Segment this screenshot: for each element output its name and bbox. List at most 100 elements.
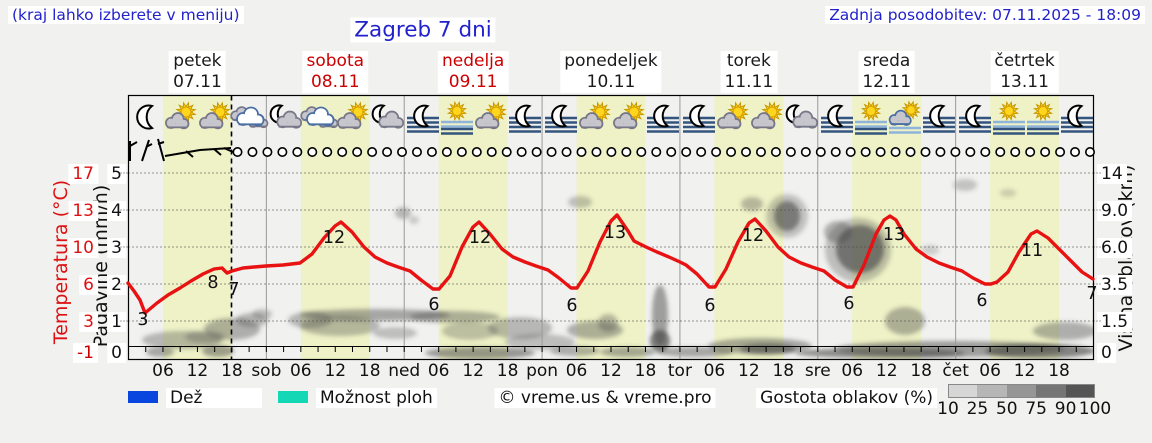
weather-icon-sun-cloud-fog bbox=[888, 100, 921, 134]
cloud-tick-label: 9.0 bbox=[1097, 201, 1133, 221]
calm-wind-icon bbox=[606, 147, 617, 158]
weather-icon-moon-fog bbox=[923, 104, 955, 133]
calm-wind-icon bbox=[845, 147, 856, 158]
calm-wind-icon bbox=[546, 147, 557, 158]
precip-tick-label: 5 bbox=[107, 164, 126, 184]
calm-wind-icon bbox=[277, 147, 288, 158]
temperature-value-label: 6 bbox=[566, 296, 577, 316]
day-abbrev-label: sob bbox=[251, 361, 282, 381]
calm-wind-icon bbox=[726, 147, 737, 158]
temperature-curve bbox=[126, 213, 1095, 315]
cloud-density-blob bbox=[885, 307, 925, 335]
calm-wind-icon bbox=[785, 147, 796, 158]
day-date: 10.11 bbox=[586, 72, 636, 92]
temp-tick-label: 10 bbox=[68, 238, 98, 258]
credit-link[interactable]: © vreme.us & vreme.pro bbox=[494, 388, 716, 408]
calm-wind-icon bbox=[456, 147, 467, 158]
precip-tick-label: 4 bbox=[107, 201, 126, 221]
weather-icon-sun-cloud bbox=[199, 101, 231, 130]
calm-wind-icon bbox=[531, 147, 542, 158]
precip-tick-label: 3 bbox=[107, 238, 126, 258]
temperature-value-label: 7 bbox=[228, 280, 239, 300]
density-tick-label: 90 bbox=[1054, 399, 1077, 419]
density-tick-label: 50 bbox=[995, 399, 1018, 419]
density-tick-label: 10 bbox=[937, 399, 959, 419]
day-name: ponedeljek bbox=[564, 51, 658, 71]
calm-wind-icon bbox=[636, 147, 647, 158]
temp-zero-tick: -1 bbox=[73, 343, 98, 363]
calm-wind-icon bbox=[860, 147, 871, 158]
calm-wind-icon bbox=[307, 147, 318, 158]
calm-wind-icon bbox=[965, 147, 976, 158]
temperature-value-label: 3 bbox=[137, 310, 148, 330]
cloud-density-blob bbox=[395, 207, 411, 219]
calm-wind-icon bbox=[441, 147, 452, 158]
cloud-density-blob bbox=[652, 285, 668, 345]
calm-wind-icon bbox=[980, 147, 991, 158]
calm-wind-icon bbox=[666, 147, 677, 158]
weather-icon-moon-fog bbox=[509, 104, 541, 133]
hour-label: 12 bbox=[324, 361, 347, 381]
cloud-density-blob bbox=[550, 346, 600, 356]
temp-tick-label: 3 bbox=[79, 312, 98, 332]
cloud-zero-tick: 0 bbox=[1097, 343, 1116, 363]
calm-wind-icon bbox=[232, 147, 243, 158]
density-scale-segment bbox=[977, 384, 1007, 398]
calm-wind-icon bbox=[830, 147, 841, 158]
density-tick-label: 100 bbox=[1078, 399, 1112, 419]
calm-wind-icon bbox=[292, 147, 303, 158]
hour-label: 18 bbox=[910, 361, 932, 381]
cloud-tick-label: 14 bbox=[1097, 164, 1127, 184]
calm-wind-icon bbox=[411, 147, 422, 158]
temperature-value-label: 8 bbox=[207, 273, 218, 293]
temperature-value-label: 13 bbox=[883, 225, 905, 245]
density-scale-segment bbox=[948, 384, 978, 398]
calm-wind-icon bbox=[1085, 147, 1096, 158]
calm-wind-icon bbox=[651, 147, 662, 158]
calm-wind-icon bbox=[382, 147, 393, 158]
cloud-density-blob bbox=[1000, 189, 1016, 197]
cloud-density-label: Gostota oblakov (%) bbox=[756, 388, 937, 408]
hour-label: 18 bbox=[772, 361, 795, 381]
hour-label: 18 bbox=[496, 361, 519, 381]
density-tick-label: 75 bbox=[1025, 399, 1048, 419]
hour-label: 12 bbox=[462, 361, 484, 381]
calm-wind-icon bbox=[950, 147, 961, 158]
weather-icon-moon-fog bbox=[407, 104, 439, 133]
calm-wind-icon bbox=[890, 147, 901, 158]
weather-icon-sun-cloud bbox=[717, 101, 749, 130]
weather-icon-moon bbox=[136, 104, 155, 130]
weather-icon-sun-fog bbox=[1027, 100, 1059, 135]
weather-icon-clouds bbox=[230, 106, 269, 129]
hour-label: 18 bbox=[358, 361, 381, 381]
hour-label: 06 bbox=[565, 361, 588, 381]
weather-icon-moon-fog bbox=[821, 104, 853, 133]
cloud-density-blob bbox=[795, 348, 965, 358]
hour-label: 18 bbox=[634, 361, 657, 381]
weather-icon-moon-fog bbox=[545, 104, 577, 133]
hour-label: 12 bbox=[738, 361, 760, 381]
calm-wind-icon bbox=[337, 147, 348, 158]
page-title: Zagreb 7 dni bbox=[350, 17, 496, 43]
weather-icon-moon-cloud bbox=[785, 104, 819, 129]
cloud-density-blob bbox=[300, 316, 380, 336]
calm-wind-icon bbox=[935, 147, 946, 158]
cloud-tick-label: 1.5 bbox=[1097, 312, 1133, 332]
cloud-density-blob bbox=[373, 327, 417, 339]
density-tick-label: 25 bbox=[966, 399, 989, 419]
hour-label: 06 bbox=[841, 361, 864, 381]
hour-label: 18 bbox=[221, 361, 243, 381]
day-header-četrtek: četrtek 13.11 bbox=[990, 51, 1059, 93]
hour-label: 12 bbox=[1013, 361, 1036, 381]
day-name: četrtek bbox=[994, 51, 1055, 71]
weather-icon-moon-fog bbox=[647, 104, 679, 133]
calm-wind-icon bbox=[711, 147, 722, 158]
weather-icon-sun-fog bbox=[993, 100, 1025, 135]
cloud-density-blob bbox=[985, 344, 1094, 358]
temp-tick-label: 17 bbox=[68, 164, 98, 184]
temperature-value-label: 11 bbox=[1021, 241, 1043, 261]
calm-wind-icon bbox=[800, 147, 811, 158]
cloud-density-blob bbox=[410, 311, 500, 323]
showers-legend-swatch bbox=[278, 391, 308, 403]
